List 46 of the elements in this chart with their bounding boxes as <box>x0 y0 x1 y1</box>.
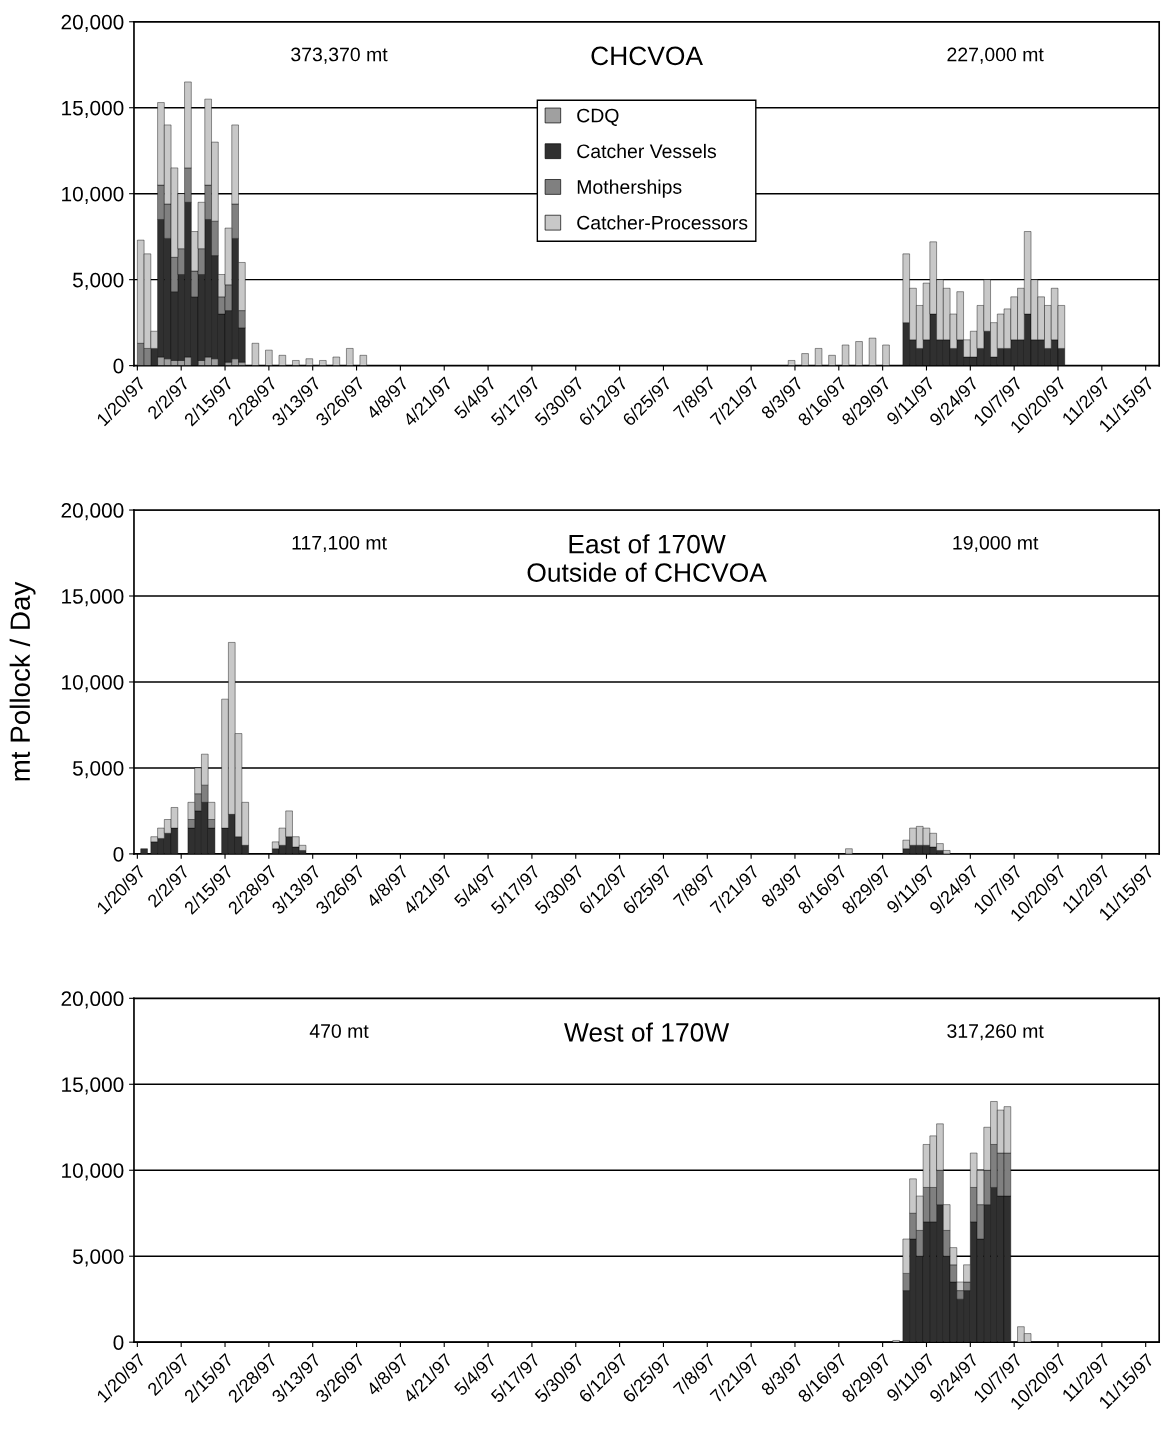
y-tick-label: 5,000 <box>72 1249 124 1267</box>
bar <box>868 337 877 366</box>
y-tick-label: 0 <box>113 1335 124 1350</box>
bar <box>251 343 259 366</box>
bar <box>319 360 327 366</box>
text: West of 170W <box>564 1022 730 1042</box>
bar <box>814 348 823 366</box>
annotation: 317,260 mt <box>947 1024 1044 1041</box>
y-tick-label: 20,000 <box>61 991 124 1009</box>
y-axis-title: mt Pollock / Day <box>9 581 36 781</box>
bar <box>882 344 890 366</box>
bar <box>305 358 313 366</box>
bar <box>828 355 836 366</box>
legend-label: Catcher-Processors <box>577 215 748 230</box>
legend-label: Catcher Vessels <box>577 143 717 159</box>
y-tick-label: 0 <box>113 846 124 862</box>
legend-label: CDQ <box>577 108 619 126</box>
y-tick-label: 20,000 <box>61 14 124 32</box>
bar <box>855 341 863 366</box>
legend-label: Motherships <box>577 179 682 198</box>
bar <box>359 355 367 366</box>
y-tick-label: 15,000 <box>62 1077 124 1095</box>
annotation: 227,000 mt <box>947 47 1044 64</box>
y-tick-label: 0 <box>113 358 124 374</box>
bar <box>788 360 796 366</box>
text: CHCVOA <box>591 46 703 66</box>
bar <box>346 348 354 366</box>
bar <box>332 356 340 366</box>
bar <box>292 360 300 366</box>
y-tick-label: 15,000 <box>62 100 124 118</box>
y-tick-label: 10,000 <box>62 1163 124 1181</box>
y-tick-label: 5,000 <box>72 760 124 779</box>
y-tick-label: 15,000 <box>62 589 124 607</box>
annotation: 117,100 mt <box>292 535 387 552</box>
bar <box>265 349 273 366</box>
text: East of 170W Outside of CHCVOA <box>527 534 767 582</box>
y-tick-label: 5,000 <box>72 272 124 290</box>
y-tick-label: 10,000 <box>62 186 124 204</box>
y-tick-label: 10,000 <box>62 674 124 693</box>
y-tick-label: 20,000 <box>61 503 124 521</box>
bar <box>801 353 809 366</box>
annotation: 19,000 mt <box>953 535 1039 552</box>
annotation: 373,370 mt <box>291 47 388 64</box>
annotation: 470 mt <box>309 1024 369 1038</box>
bar <box>278 355 286 366</box>
bar <box>841 344 850 366</box>
